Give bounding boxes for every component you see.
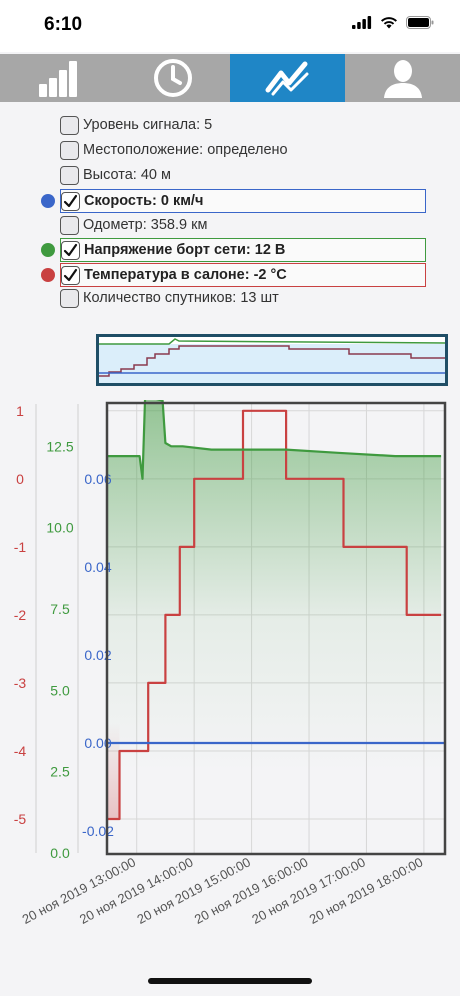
- tab-profile[interactable]: [345, 54, 460, 102]
- checkbox-unchecked[interactable]: [60, 140, 79, 160]
- checkbox-unchecked[interactable]: [60, 288, 79, 308]
- speed-tick-label: 0.02: [84, 647, 111, 663]
- param-label: Температура в салоне: -2 °C: [84, 267, 287, 283]
- temperature-tick-label: -3: [14, 675, 27, 691]
- status-bar: 6:10: [0, 0, 460, 52]
- voltage-tick-label: 0.0: [50, 845, 70, 861]
- param-label: Напряжение борт сети: 12 В: [84, 242, 286, 258]
- voltage-tick-label: 2.5: [50, 764, 70, 780]
- voltage-tick-label: 12.5: [46, 438, 73, 454]
- temperature-tick-label: 0: [16, 471, 24, 487]
- param-label: Одометр: 358.9 км: [83, 217, 208, 233]
- checkbox-unchecked[interactable]: [60, 215, 79, 235]
- voltage-tick-label: 7.5: [50, 601, 70, 617]
- checkbox-checked[interactable]: [61, 265, 80, 285]
- temperature-tick-label: 1: [16, 403, 24, 419]
- param-label: Местоположение: определено: [83, 142, 288, 158]
- voltage-tick-label: 5.0: [50, 682, 70, 698]
- temperature-tick-label: -1: [14, 539, 27, 555]
- speed-tick-label: 0.04: [84, 559, 111, 575]
- clock-icon: [153, 59, 192, 97]
- speed-tick-label: 0.06: [84, 471, 111, 487]
- param-row[interactable]: Высота: 40 м: [60, 163, 171, 187]
- home-indicator: [148, 978, 312, 984]
- tab-graph[interactable]: [230, 54, 345, 102]
- checkbox-unchecked[interactable]: [60, 165, 79, 185]
- status-icons: [352, 16, 434, 29]
- plot-frame: [105, 401, 447, 856]
- series-color-dot: [41, 243, 55, 257]
- speed-tick-label: -0.02: [82, 823, 114, 839]
- navigator-preview: [99, 338, 446, 383]
- tab-signal[interactable]: [0, 54, 115, 102]
- param-label: Количество спутников: 13 шт: [83, 290, 279, 306]
- wifi-icon: [381, 17, 397, 29]
- voltage-tick-label: 10.0: [46, 520, 73, 536]
- param-row[interactable]: Местоположение: определено: [60, 138, 288, 162]
- temperature-tick-label: -2: [14, 607, 27, 623]
- voltage-area: [108, 400, 442, 773]
- voltage-series-line: [108, 400, 442, 480]
- param-label: Высота: 40 м: [83, 167, 171, 183]
- line-graph-icon: [265, 61, 308, 96]
- param-row[interactable]: Уровень сигнала: 5: [60, 113, 212, 137]
- param-row[interactable]: Скорость: 0 км/ч: [60, 189, 426, 213]
- param-label: Скорость: 0 км/ч: [84, 193, 204, 209]
- chart-navigator[interactable]: [96, 334, 448, 386]
- battery-icon: [406, 16, 434, 29]
- status-time: 6:10: [44, 14, 83, 35]
- checkbox-unchecked[interactable]: [60, 115, 79, 135]
- series-color-dot: [41, 268, 55, 282]
- telemetry-chart[interactable]: 1 0 -1 -2 -3 -4 -5 12.5 10.0 7.5 5.0 2.5 0.0 0.06 0.04…: [0, 400, 460, 960]
- checkmark-icon: [63, 243, 78, 256]
- temperature-tick-label: -5: [14, 811, 27, 827]
- user-icon: [383, 60, 422, 98]
- tab-bar: [0, 54, 460, 102]
- checkmark-icon: [63, 194, 78, 207]
- checkbox-checked[interactable]: [61, 191, 80, 211]
- param-row[interactable]: Одометр: 358.9 км: [60, 213, 207, 237]
- tab-history[interactable]: [115, 54, 230, 102]
- series-color-dot: [41, 194, 55, 208]
- cellular-signal-icon: [352, 16, 372, 29]
- param-row[interactable]: Количество спутников: 13 шт: [60, 286, 279, 310]
- param-row[interactable]: Напряжение борт сети: 12 В: [60, 238, 426, 262]
- bar-chart-icon: [38, 61, 77, 97]
- checkbox-checked[interactable]: [61, 240, 80, 260]
- temperature-series-line: [108, 409, 442, 821]
- checkmark-icon: [63, 268, 78, 281]
- temperature-tick-label: -4: [14, 743, 27, 759]
- param-label: Уровень сигнала: 5: [83, 117, 213, 133]
- speed-tick-label: 0.00: [84, 735, 111, 751]
- param-row[interactable]: Температура в салоне: -2 °C: [60, 263, 426, 287]
